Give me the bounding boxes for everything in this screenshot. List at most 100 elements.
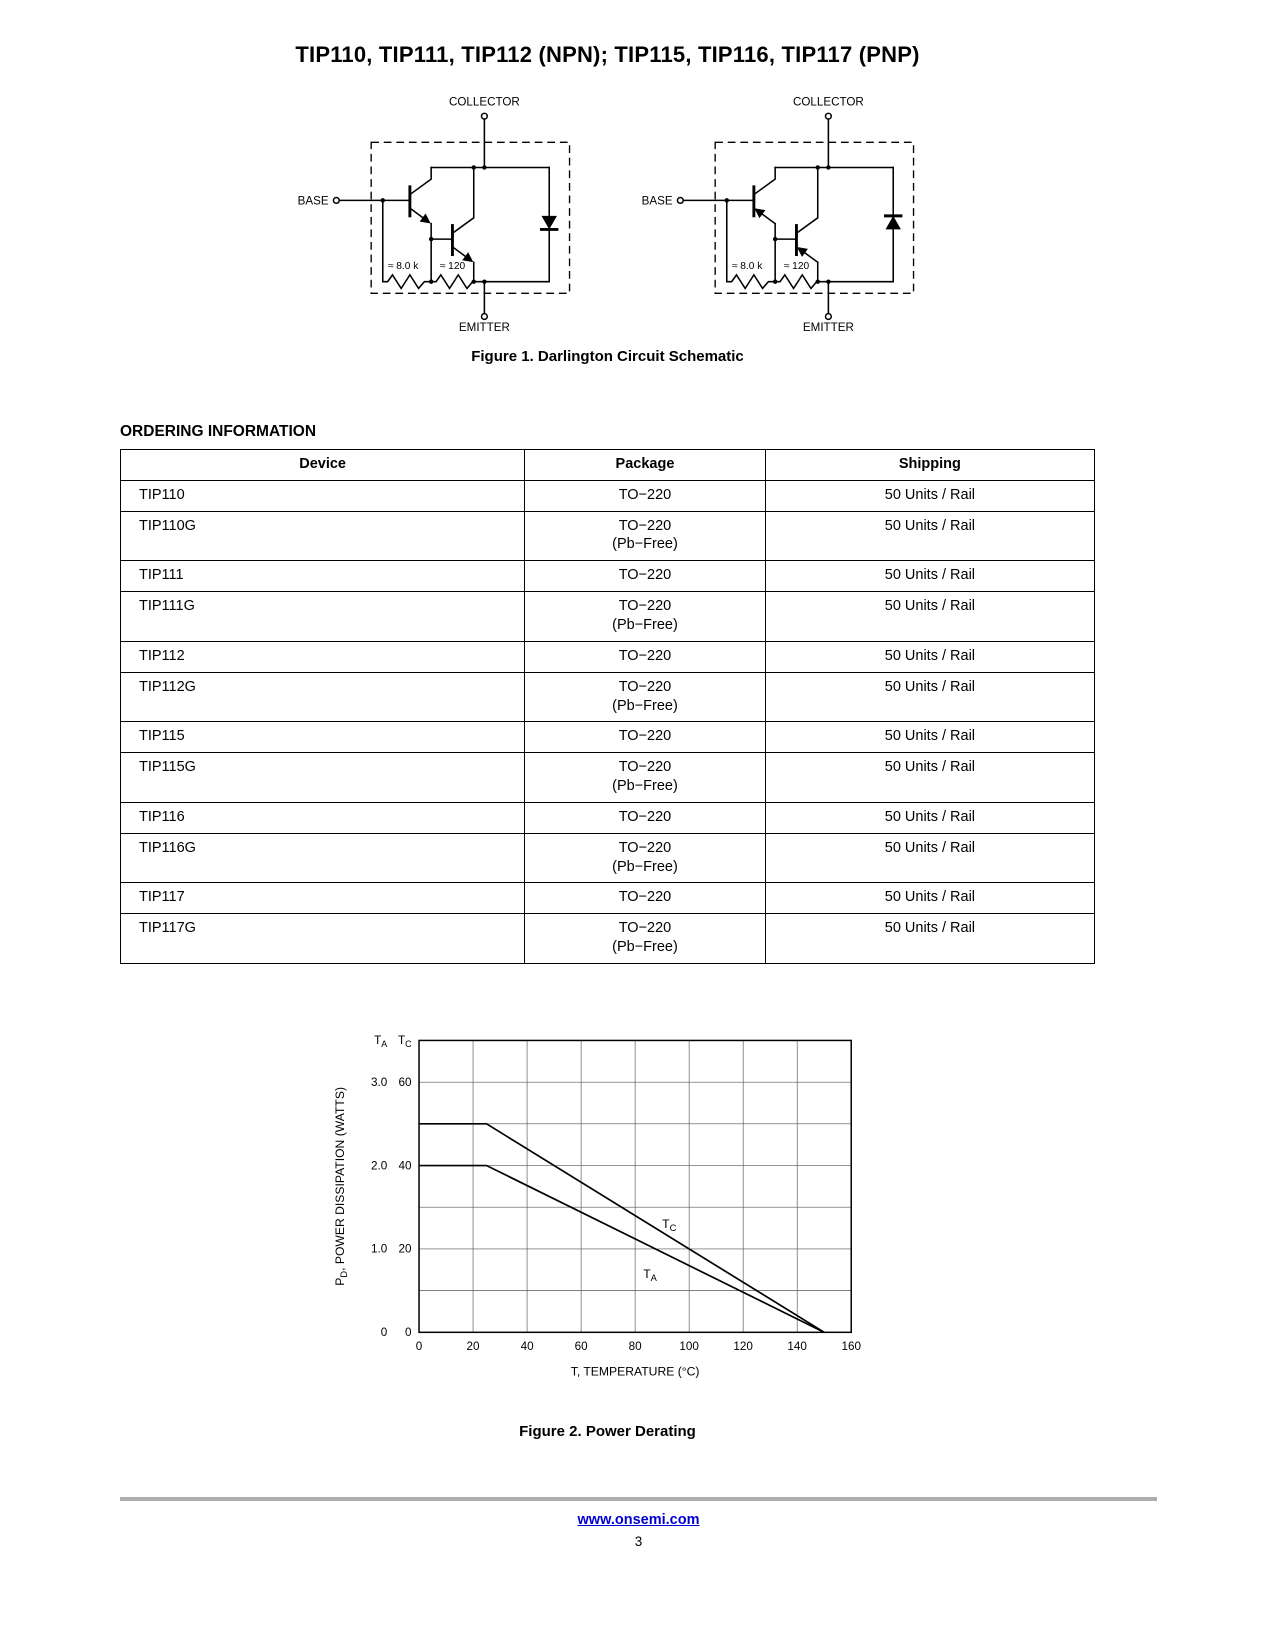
device-cell: TIP112G	[119, 671, 526, 723]
darlington-schematic-npn: COLLECTOR BASE EMITTER	[297, 96, 570, 334]
package-cell: TO−220	[524, 479, 766, 512]
device-cell: TIP115	[119, 721, 526, 754]
package-cell: TO−220 (Pb−Free)	[524, 832, 766, 884]
emitter-label: EMITTER	[458, 321, 509, 334]
x-axis-label: T, TEMPERATURE (°C)	[570, 1364, 699, 1378]
y-tick-label-ta: 1.0	[370, 1243, 387, 1256]
table-header-row: Device Package Shipping	[119, 448, 1096, 481]
figure2-caption: Figure 2. Power Derating	[519, 1423, 696, 1441]
x-tick-label: 60	[574, 1340, 588, 1353]
shipping-cell: 50 Units / Rail	[764, 560, 1096, 593]
shipping-cell: 50 Units / Rail	[764, 913, 1096, 964]
resistor1-label: ≈ 8.0 k	[387, 261, 418, 272]
collector-label: COLLECTOR	[449, 96, 520, 109]
shipping-cell: 50 Units / Rail	[764, 882, 1096, 915]
table-row: TIP112G TO−220 (Pb−Free) 50 Units / Rail	[119, 671, 1096, 723]
figure1-schematics: COLLECTOR BASE EMITTER	[120, 92, 1095, 334]
component-boundary	[713, 141, 914, 294]
table-row: TIP111 TO−220 50 Units / Rail	[119, 560, 1096, 593]
x-tick-label: 0	[415, 1340, 422, 1353]
x-tick-label: 20	[466, 1340, 480, 1353]
series-label: TA	[643, 1267, 657, 1283]
resistor2-label: ≈ 120	[439, 261, 465, 272]
table-row: TIP116 TO−220 50 Units / Rail	[119, 801, 1096, 834]
plot-frame	[417, 1039, 852, 1334]
figure2-block: TC TA 0 20 40 60 80 100 120 140 160 0 0 1.0 20 2.0 40 3.0…	[120, 1018, 1095, 1440]
shipping-cell: 50 Units / Rail	[764, 640, 1096, 673]
x-tick-label: 40	[520, 1340, 534, 1353]
column-header-package: Package	[524, 448, 766, 481]
emitter-label: EMITTER	[802, 321, 853, 334]
table-row: TIP111G TO−220 (Pb−Free) 50 Units / Rail	[119, 591, 1096, 642]
figure1-caption: Figure 1. Darlington Circuit Schematic	[471, 347, 744, 365]
series-line	[418, 1122, 825, 1333]
device-cell: TIP117	[119, 882, 526, 915]
darlington-schematic-pnp: COLLECTOR BASE EMITTER	[641, 96, 914, 334]
table-row: TIP110 TO−220 50 Units / Rail	[119, 479, 1096, 512]
shipping-cell: 50 Units / Rail	[764, 591, 1096, 642]
ordering-table: Device Package Shipping TIP110 TO−220 50 U…	[119, 448, 1096, 964]
package-cell: TO−220	[524, 640, 766, 673]
emitter-terminal	[824, 312, 832, 321]
collector-label: COLLECTOR	[793, 96, 864, 109]
onsemi-link[interactable]: www.onsemi.com	[577, 1511, 700, 1528]
y-tick-label-ta: 3.0	[370, 1076, 387, 1089]
package-cell: TO−220 (Pb−Free)	[524, 510, 766, 562]
y-column-header-ta: TA	[374, 1034, 387, 1049]
ordering-information-heading: ORDERING INFORMATION	[120, 422, 317, 440]
device-cell: TIP117G	[119, 913, 526, 964]
table-row: TIP117 TO−220 50 Units / Rail	[119, 882, 1096, 915]
resistor2-label: ≈ 120	[783, 261, 809, 272]
emitter-terminal	[480, 312, 488, 321]
package-cell: TO−220 (Pb−Free)	[524, 591, 766, 642]
device-cell: TIP111G	[119, 591, 526, 642]
y-tick-label-tc: 0	[405, 1326, 412, 1339]
shipping-cell: 50 Units / Rail	[764, 479, 1096, 512]
device-cell: TIP116G	[119, 832, 526, 884]
x-tick-label: 160	[841, 1340, 861, 1353]
device-cell: TIP110	[119, 479, 526, 512]
base-terminal	[332, 196, 340, 205]
shipping-cell: 50 Units / Rail	[764, 510, 1096, 562]
y-tick-label-tc: 60	[398, 1076, 412, 1089]
diode-icon	[540, 215, 557, 230]
y-column-header-tc: TC	[397, 1034, 411, 1049]
device-cell: TIP116	[119, 801, 526, 834]
page-footer: www.onsemi.com 3	[120, 1497, 1157, 1549]
x-tick-label: 80	[628, 1340, 642, 1353]
package-cell: TO−220	[524, 882, 766, 915]
shipping-cell: 50 Units / Rail	[764, 671, 1096, 723]
package-cell: TO−220	[524, 801, 766, 834]
base-label: BASE	[297, 194, 328, 207]
column-header-device: Device	[119, 448, 526, 481]
table-row: TIP115G TO−220 (Pb−Free) 50 Units / Rail	[119, 752, 1096, 803]
y-axis-label: PD, POWER DISSIPATION (WATTS)	[333, 1087, 349, 1286]
y-tick-label-tc: 20	[398, 1243, 412, 1256]
ordering-table-body: TIP110 TO−220 50 Units / Rail TIP110G TO−220…	[119, 479, 1096, 964]
package-cell: TO−220	[524, 721, 766, 754]
column-header-shipping: Shipping	[764, 448, 1096, 481]
datasheet-page: TIP110, TIP111, TIP112 (NPN); TIP115, TI…	[119, 0, 1096, 1440]
collector-terminal	[480, 112, 488, 120]
package-cell: TO−220 (Pb−Free)	[524, 671, 766, 723]
footer-divider	[120, 1497, 1157, 1501]
shipping-cell: 50 Units / Rail	[764, 832, 1096, 884]
table-row: TIP117G TO−220 (Pb−Free) 50 Units / Rail	[119, 913, 1096, 964]
package-cell: TO−220 (Pb−Free)	[524, 752, 766, 803]
page-number: 3	[634, 1533, 643, 1549]
component-boundary	[369, 141, 570, 294]
table-row: TIP110G TO−220 (Pb−Free) 50 Units / Rail	[119, 510, 1096, 562]
device-cell: TIP110G	[119, 510, 526, 562]
collector-terminal	[824, 112, 832, 120]
y-tick-label-tc: 40	[398, 1159, 412, 1172]
y-tick-label-ta: 2.0	[370, 1159, 387, 1172]
series-line	[418, 1164, 825, 1334]
diode-icon	[884, 215, 901, 230]
page-title: TIP110, TIP111, TIP112 (NPN); TIP115, TI…	[295, 42, 920, 67]
x-tick-label: 140	[787, 1340, 807, 1353]
package-cell: TO−220	[524, 560, 766, 593]
device-cell: TIP111	[119, 560, 526, 593]
resistor-network	[725, 273, 894, 290]
shipping-cell: 50 Units / Rail	[764, 721, 1096, 754]
